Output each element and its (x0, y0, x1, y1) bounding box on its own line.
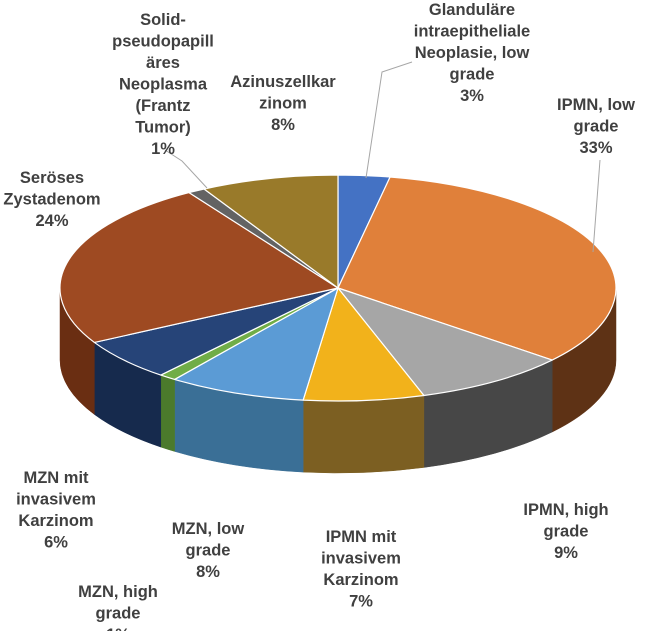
slice-label-line: Karzinom (323, 571, 398, 589)
slice-label-line: IPMN, low (557, 96, 635, 114)
slice-label-line: MZN mit (23, 469, 89, 487)
slice-label-line: Zystadenom (3, 191, 100, 209)
slice-label-line: 8% (196, 563, 220, 581)
slice-label-line: 1% (151, 140, 175, 158)
slice-label: IPMN, high grade 9% (523, 501, 608, 562)
slice-label-line: grade (544, 523, 589, 541)
slice-label-line: MZN, low (172, 520, 245, 538)
slice-label: Glanduläre intraepitheliale Neoplasie, low… (414, 1, 530, 105)
leader-line (164, 149, 208, 189)
leader-line (365, 61, 413, 179)
slice-label-line: Solid- (140, 11, 186, 29)
leader-lines (164, 61, 601, 253)
slice-label-line: zinom (259, 95, 307, 113)
slice-label: MZN, high grade 1% (78, 583, 158, 631)
slice-label-line: Seröses (20, 169, 84, 187)
slice-label: IPMN mit invasivem Karzinom 7% (321, 528, 401, 611)
pie-slice (59, 191, 339, 344)
slice-label-line: 1% (106, 626, 130, 631)
slice-labels: Glanduläre intraepitheliale Neoplasie, low… (3, 1, 635, 631)
slice-label-line: Karzinom (18, 512, 93, 530)
slice-label-line: grade (574, 118, 619, 136)
pie-slice (337, 176, 617, 361)
slice-label: MZN mit invasivem Karzinom 6% (16, 469, 96, 552)
slice-label-line: 33% (579, 139, 612, 157)
slice-label-line: pseudopapill (112, 33, 214, 51)
leader-line (592, 159, 601, 253)
pie-slice (302, 287, 425, 402)
slice-label: Solid-pseudopapill äres Neoplasma (Frantz Tu… (112, 11, 214, 158)
slice-label-line: grade (96, 605, 141, 623)
pie-slice (337, 287, 553, 397)
pie-slice (174, 287, 339, 401)
pie-side-walls (59, 287, 617, 474)
slice-label: MZN, low grade 8% (172, 520, 245, 581)
slice-label-line: 6% (44, 534, 68, 552)
slice-label-line: grade (450, 66, 495, 84)
slice-label-line: (Frantz (136, 97, 191, 115)
slice-label-line: äres (146, 54, 180, 72)
slice-label-line: MZN, high (78, 583, 158, 601)
slice-label-line: IPMN mit (326, 528, 397, 546)
slice-label-line: 3% (460, 87, 484, 105)
slice-label-line: 24% (35, 212, 68, 230)
slice-label-line: Glanduläre (429, 1, 515, 19)
slice-label-line: intraepitheliale (414, 23, 530, 41)
slice-label-line: Azinuszellkar (230, 73, 336, 91)
slice-label-line: grade (186, 542, 231, 560)
slice-label-line: Tumor) (135, 119, 191, 137)
slice-label: Seröses Zystadenom 24% (3, 169, 100, 230)
slice-label-line: 8% (271, 116, 295, 134)
slice-label-line: Neoplasie, low (415, 44, 530, 62)
slice-label-line: IPMN, high (523, 501, 608, 519)
slice-label: IPMN, low grade 33% (557, 96, 635, 157)
pie-slice-side (160, 374, 175, 452)
slice-label-line: invasivem (16, 491, 96, 509)
slice-label-line: 7% (349, 593, 373, 611)
pie-top-faces (59, 174, 617, 402)
pie-slice-side (302, 395, 425, 474)
slice-label-line: Neoplasma (119, 76, 208, 94)
slice-label-line: invasivem (321, 550, 401, 568)
slice-label: Azinuszellkar zinom 8% (230, 73, 336, 134)
slice-label-line: 9% (554, 544, 578, 562)
pie-slice (203, 174, 339, 289)
